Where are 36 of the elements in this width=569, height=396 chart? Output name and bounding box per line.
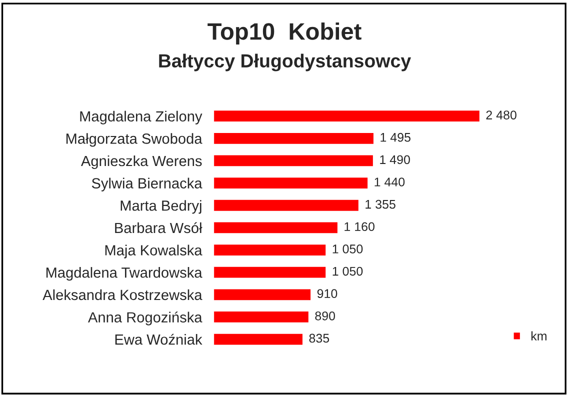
bar bbox=[213, 176, 369, 190]
data-label: 1 050 bbox=[332, 244, 363, 254]
y-tick-label: Agnieszka Werens bbox=[80, 155, 202, 170]
data-label: 1 495 bbox=[380, 132, 410, 142]
y-tick-label: Anna Rogozińska bbox=[88, 312, 202, 326]
y-tick-label: Magdalena Twardowska bbox=[46, 267, 202, 281]
bar bbox=[213, 310, 310, 324]
bar bbox=[213, 220, 339, 235]
y-tick-label: Magdalena Zielony bbox=[80, 110, 202, 124]
data-label: 1 440 bbox=[374, 178, 405, 186]
bar bbox=[213, 266, 327, 280]
y-tick-label: Maja Kowalska bbox=[105, 244, 202, 258]
y-tick-label: Sylwia Biernacka bbox=[92, 178, 202, 192]
data-label: 835 bbox=[309, 334, 330, 343]
chart-subtitle: Bałtyccy Długodystansowcy bbox=[159, 54, 412, 72]
y-tick-label: Ewa Woźniak bbox=[115, 334, 202, 345]
legend-label: km bbox=[531, 331, 546, 340]
data-label: 1 160 bbox=[344, 222, 374, 232]
y-tick-label: Marta Bedryj bbox=[120, 200, 202, 214]
bar bbox=[213, 332, 304, 346]
y-tick-label: Barbara Wsół bbox=[115, 222, 202, 234]
data-label: 890 bbox=[315, 311, 336, 320]
data-label: 910 bbox=[317, 289, 338, 298]
bar bbox=[213, 109, 481, 123]
y-tick-label: Aleksandra Kostrzewska bbox=[42, 289, 202, 300]
bar bbox=[213, 198, 360, 212]
data-label: 1 355 bbox=[366, 200, 396, 209]
y-tick-label: Małgorzata Swoboda bbox=[66, 133, 202, 147]
bar bbox=[213, 288, 312, 302]
chart-title: Top10 Kobiet bbox=[208, 22, 362, 44]
bar bbox=[213, 243, 327, 257]
data-label: 1 050 bbox=[332, 266, 363, 276]
data-label: 2 480 bbox=[486, 110, 516, 120]
bar bbox=[213, 154, 374, 168]
bar bbox=[213, 132, 375, 146]
data-label: 1 490 bbox=[380, 155, 410, 164]
